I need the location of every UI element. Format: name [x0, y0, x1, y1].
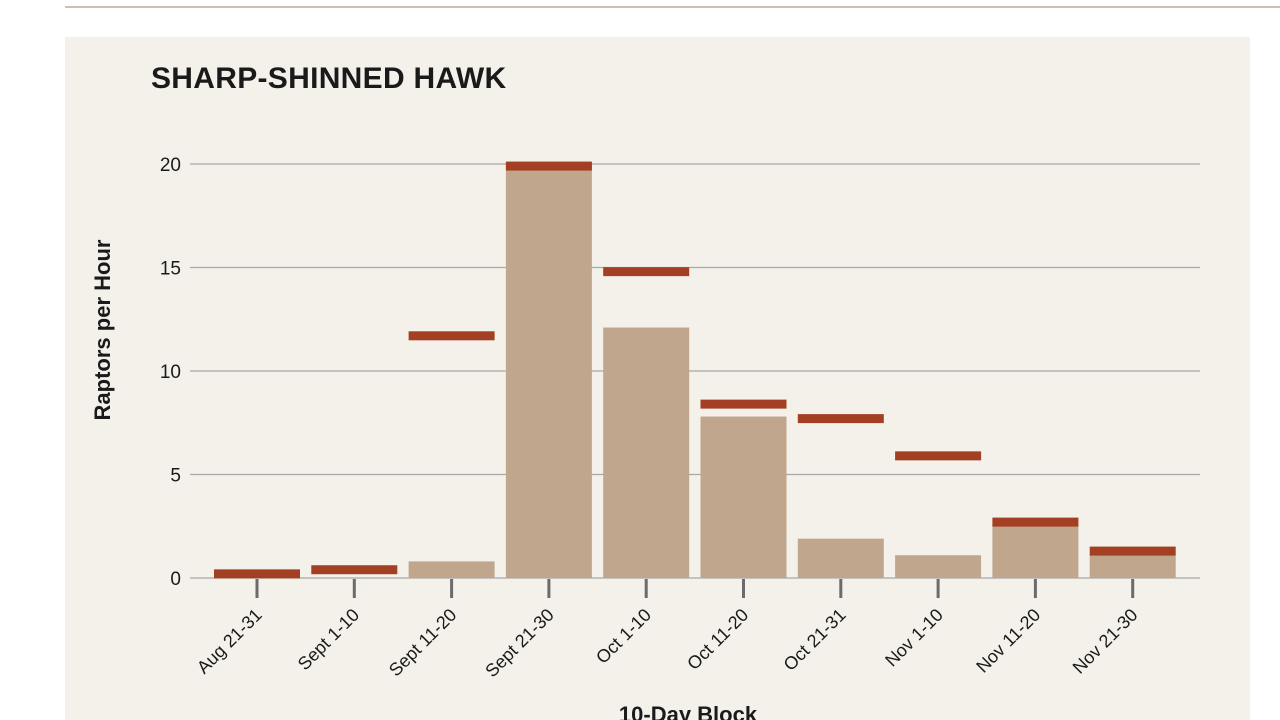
- bar: [603, 327, 690, 578]
- bar: [992, 524, 1079, 578]
- marker-bar: [700, 399, 787, 409]
- marker-bar: [992, 517, 1079, 527]
- marker-bar: [1089, 546, 1176, 556]
- y-tick-label: 20: [160, 155, 181, 176]
- y-axis-label: Raptors per Hour: [90, 239, 115, 420]
- x-tick-label: Nov 11-20: [972, 605, 1044, 677]
- marker-bar: [311, 565, 398, 575]
- bar: [797, 538, 884, 578]
- marker-bar: [603, 267, 690, 277]
- marker-bar: [505, 161, 592, 171]
- bar: [700, 416, 787, 578]
- y-tick-label: 5: [170, 466, 181, 487]
- y-tick-label: 0: [170, 569, 181, 590]
- bar: [505, 164, 592, 578]
- marker-bar: [797, 414, 884, 424]
- x-tick-label: Oct 1-10: [592, 605, 655, 668]
- x-tick-label: Oct 11-20: [683, 605, 752, 674]
- y-tick-label: 10: [160, 362, 181, 383]
- x-tick-label: Sept 21-30: [481, 605, 557, 681]
- marker-bar: [214, 569, 300, 579]
- marker-bar: [408, 331, 495, 341]
- x-tick-label: Oct 21-31: [780, 605, 850, 675]
- x-axis-label: 10-Day Block: [619, 702, 758, 720]
- marker-bar: [895, 451, 982, 461]
- x-tick-label: Nov 21-30: [1069, 605, 1142, 678]
- x-tick-label: Sept 1-10: [294, 605, 363, 674]
- x-tick-label: Sept 11-20: [385, 605, 460, 680]
- y-tick-label: 15: [160, 259, 181, 280]
- bar: [1089, 555, 1176, 578]
- top-rule: [65, 6, 1280, 8]
- chart-title: SHARP-SHINNED HAWK: [151, 62, 507, 95]
- x-tick-label: Aug 21-31: [193, 605, 266, 678]
- x-tick-label: Nov 1-10: [881, 605, 947, 671]
- bar: [895, 555, 982, 578]
- bar: [408, 561, 495, 578]
